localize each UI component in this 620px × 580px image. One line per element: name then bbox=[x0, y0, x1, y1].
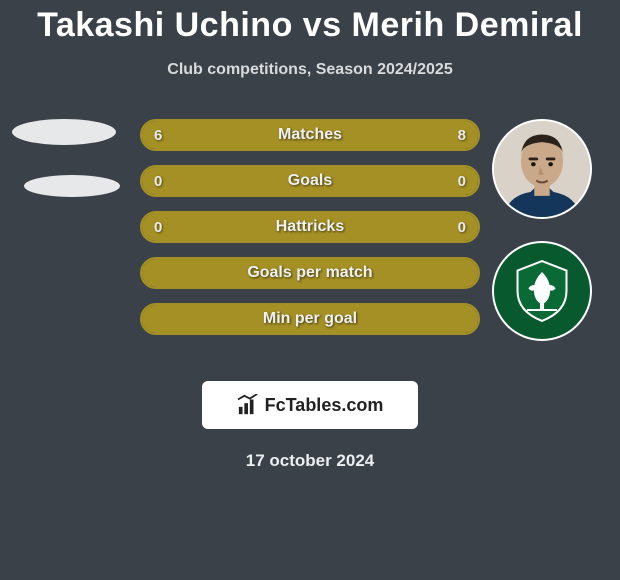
stat-row: 0 0 Hattricks bbox=[140, 211, 480, 243]
footer-date: 17 october 2024 bbox=[0, 451, 620, 471]
right-player-photo bbox=[492, 119, 592, 219]
stat-row: 0 0 Goals bbox=[140, 165, 480, 197]
stat-row: Goals per match bbox=[140, 257, 480, 289]
stat-row: Min per goal bbox=[140, 303, 480, 335]
player-head-icon bbox=[494, 121, 590, 217]
stat-label: Hattricks bbox=[276, 218, 344, 236]
subtitle: Club competitions, Season 2024/2025 bbox=[0, 61, 620, 79]
right-player-column bbox=[492, 119, 602, 341]
brand-badge[interactable]: FcTables.com bbox=[202, 381, 418, 429]
stat-bars: 6 8 Matches 0 0 Goals 0 0 Hattricks Goals per mat… bbox=[140, 119, 480, 349]
stat-value-left: 0 bbox=[154, 219, 162, 236]
stat-bar-left-fill bbox=[142, 121, 283, 149]
stat-value-right: 0 bbox=[458, 219, 466, 236]
right-club-badge bbox=[492, 241, 592, 341]
stat-label: Goals per match bbox=[247, 264, 372, 282]
stat-value-left: 0 bbox=[154, 173, 162, 190]
stat-value-right: 0 bbox=[458, 173, 466, 190]
stat-value-right: 8 bbox=[458, 127, 466, 144]
stat-label: Goals bbox=[288, 172, 332, 190]
stat-label: Min per goal bbox=[263, 310, 357, 328]
comparison-card: Takashi Uchino vs Merih Demiral Club com… bbox=[0, 0, 620, 580]
club-crest-icon bbox=[508, 257, 576, 325]
stat-label: Matches bbox=[278, 126, 342, 144]
left-club-badge-placeholder bbox=[24, 175, 120, 197]
left-player-photo-placeholder bbox=[12, 119, 116, 145]
stat-value-left: 6 bbox=[154, 127, 162, 144]
stat-row: 6 8 Matches bbox=[140, 119, 480, 151]
left-player-column bbox=[8, 119, 128, 197]
stats-area: 6 8 Matches 0 0 Goals 0 0 Hattricks Goals per mat… bbox=[0, 119, 620, 369]
brand-text: FcTables.com bbox=[265, 395, 384, 416]
page-title: Takashi Uchino vs Merih Demiral bbox=[0, 0, 620, 45]
bar-chart-icon bbox=[237, 394, 259, 416]
